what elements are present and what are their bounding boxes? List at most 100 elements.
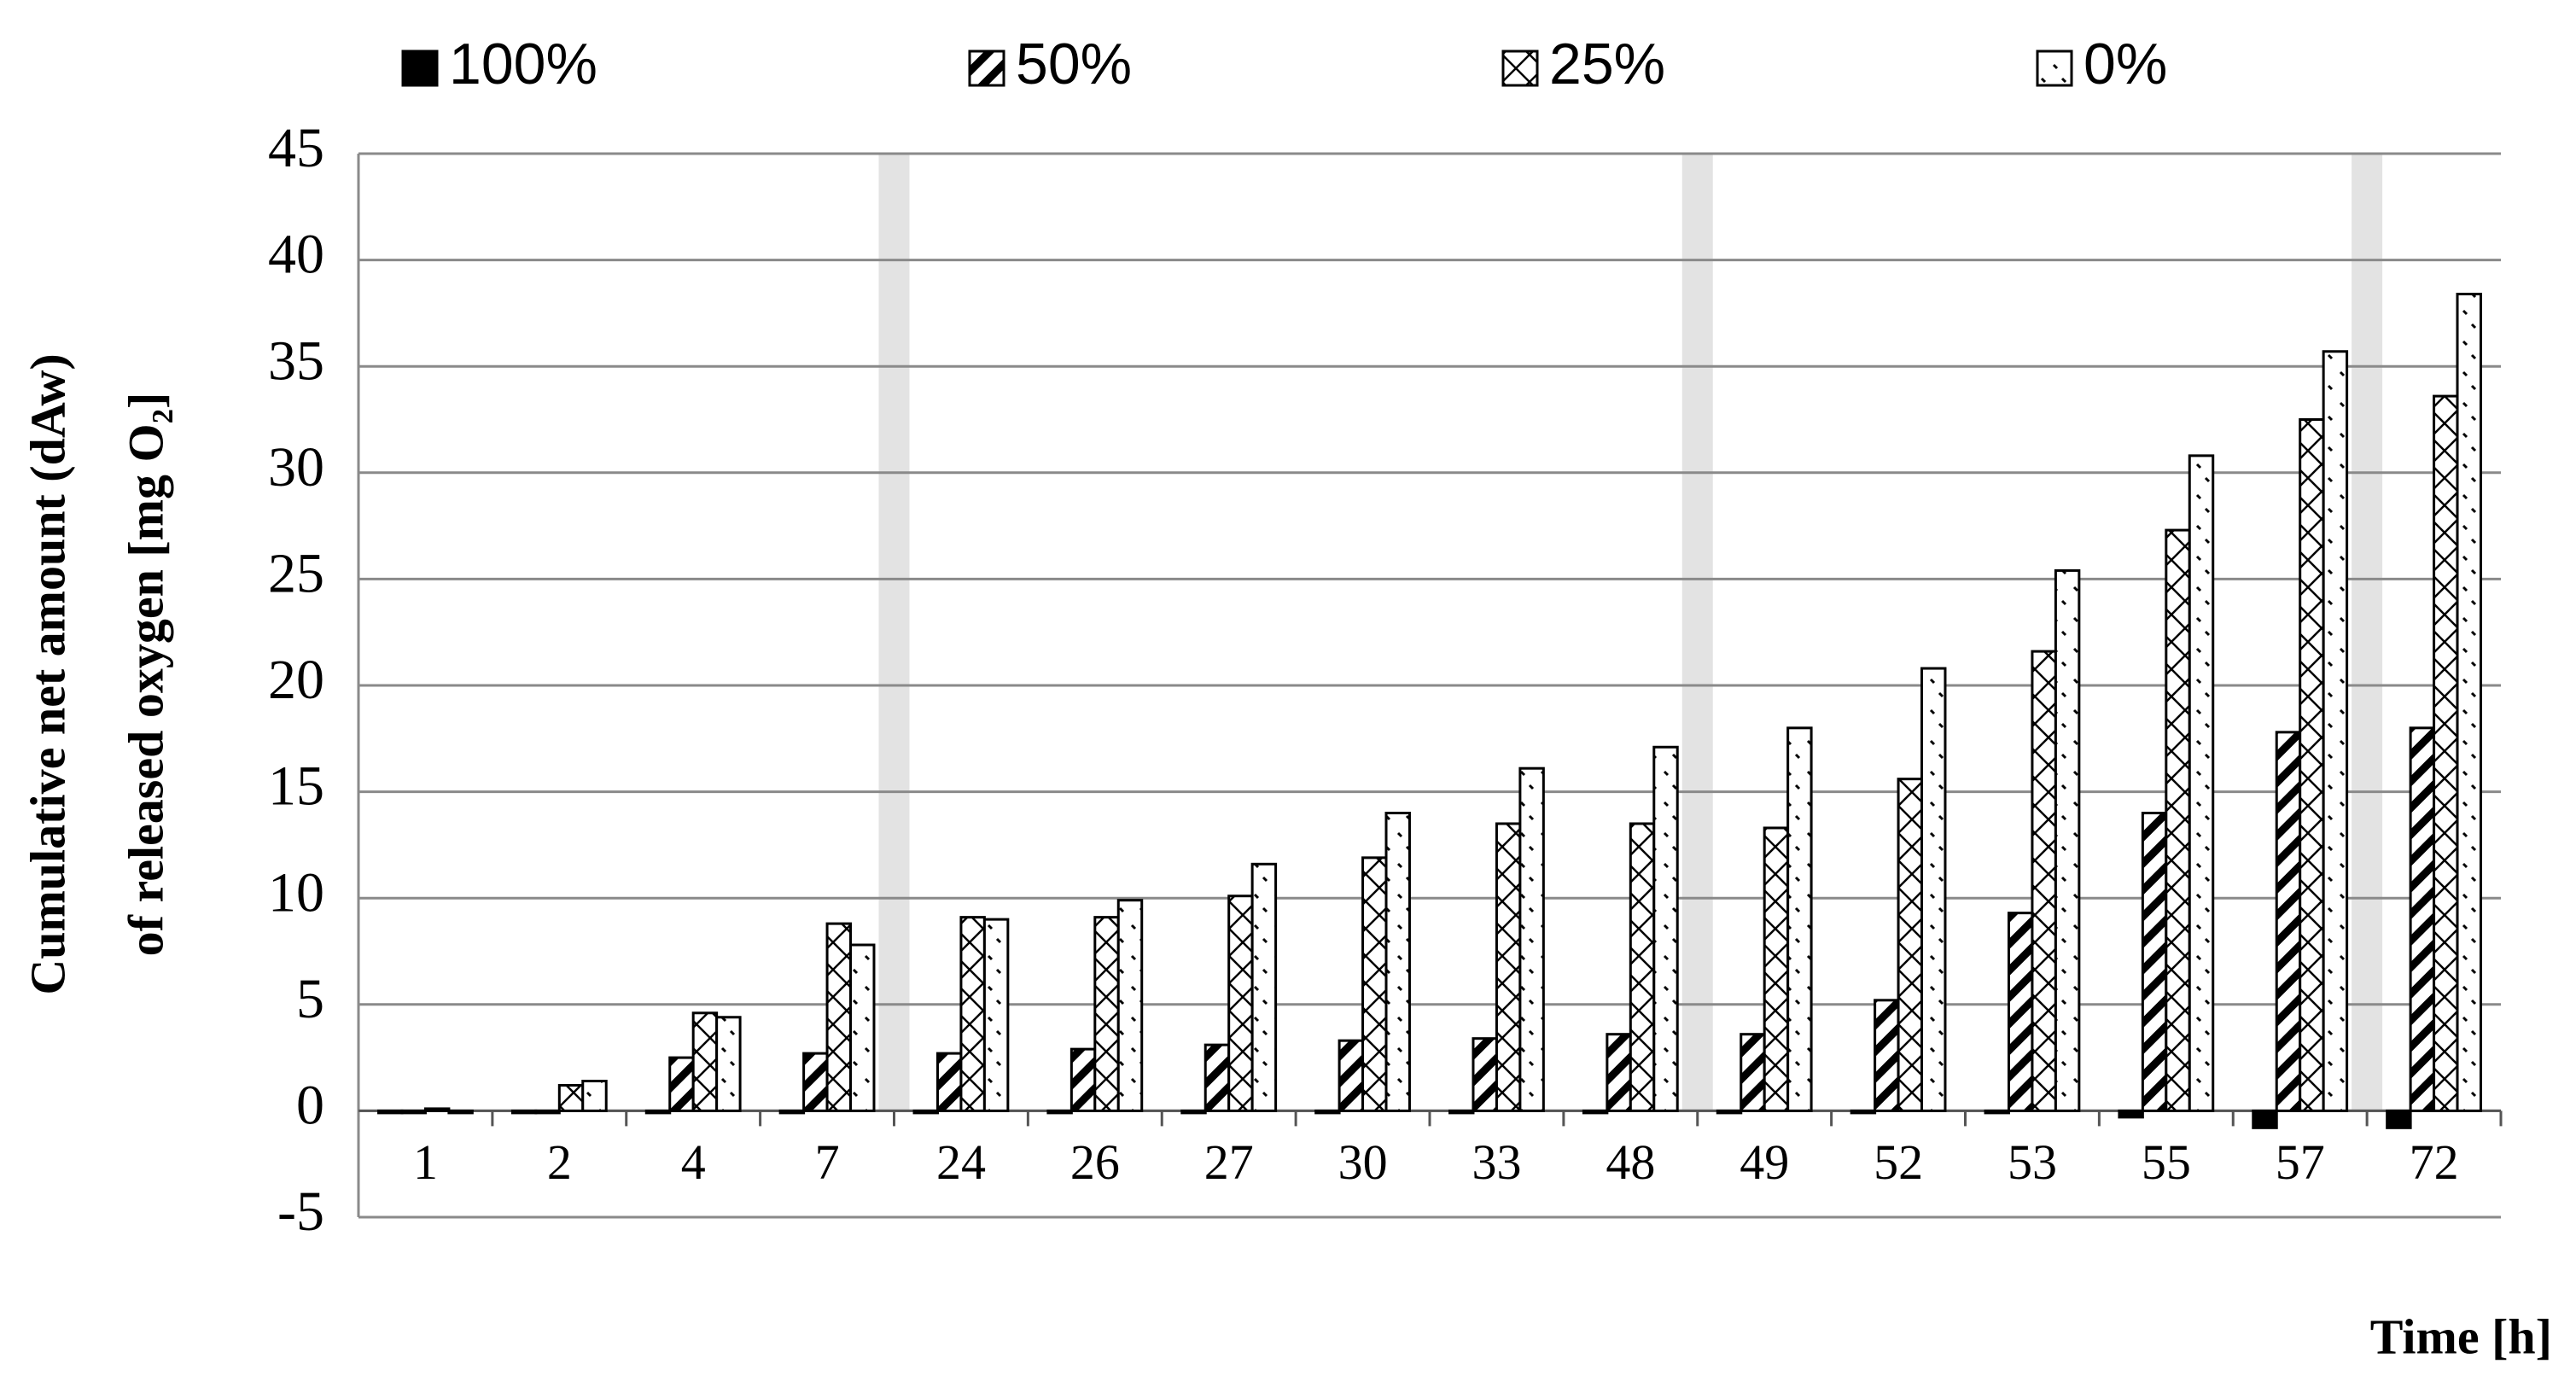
y-tick-label: 10 [268, 861, 324, 924]
bar [1850, 1109, 1877, 1115]
axis-break [2352, 154, 2383, 1111]
bar [912, 1109, 939, 1115]
x-tick-label: 27 [1204, 1134, 1254, 1190]
bar [581, 1080, 608, 1112]
x-tick-label: 49 [1740, 1134, 1789, 1190]
bar [557, 1083, 585, 1112]
y-tick-label: 15 [268, 755, 324, 818]
legend-label: 50% [1016, 32, 1132, 96]
bar [849, 943, 876, 1112]
x-tick-label: 57 [2276, 1134, 2325, 1190]
bar [2299, 418, 2325, 1112]
x-tick-label: 7 [815, 1134, 840, 1190]
x-tick-label: 52 [1874, 1134, 1923, 1190]
bar [1629, 822, 1656, 1112]
y-tick-label: 40 [268, 224, 324, 286]
bar [534, 1109, 561, 1115]
bar [2456, 292, 2482, 1112]
legend-swatch [401, 50, 439, 87]
x-tick-label: 1 [413, 1134, 438, 1190]
y-axis-label: Cumulative net amount (dAw) [20, 353, 75, 994]
bar [2433, 394, 2459, 1112]
bar [715, 1016, 742, 1112]
y-tick-label: 25 [268, 543, 324, 605]
bar [2118, 1109, 2144, 1119]
x-tick-label: 4 [681, 1134, 706, 1190]
bar [447, 1109, 474, 1115]
bar [2141, 812, 2168, 1112]
bar [1786, 726, 1813, 1112]
bar [377, 1109, 404, 1115]
bar [423, 1107, 451, 1112]
y-tick-label: 35 [268, 329, 324, 392]
x-tick-label: 2 [547, 1134, 572, 1190]
y-tick-label: 30 [268, 436, 324, 498]
bar [1472, 1037, 1498, 1112]
axis-break [878, 154, 910, 1111]
bar [1046, 1109, 1073, 1115]
bar [1116, 899, 1144, 1112]
bar [1606, 1033, 1632, 1112]
bar [1495, 822, 1522, 1112]
bar [2165, 528, 2191, 1112]
y-tick-label: 0 [296, 1075, 324, 1137]
bar [802, 1052, 829, 1112]
x-tick-label: 48 [1606, 1134, 1655, 1190]
bar [1384, 812, 1411, 1112]
bar [1716, 1109, 1743, 1115]
bar [1227, 895, 1254, 1112]
bar [1652, 745, 1679, 1112]
x-tick-label: 55 [2142, 1134, 2191, 1190]
bar [400, 1109, 427, 1115]
x-tick-label: 24 [936, 1134, 986, 1190]
bar [2275, 731, 2302, 1112]
bar [1314, 1109, 1341, 1115]
bar [1740, 1033, 1766, 1112]
bar [1897, 778, 1924, 1112]
bar [1338, 1039, 1365, 1112]
bar [510, 1109, 538, 1115]
bar [2054, 568, 2081, 1112]
bar [2007, 912, 2034, 1112]
bar [935, 1052, 963, 1112]
x-tick-label: 72 [2410, 1134, 2459, 1190]
bar [1582, 1109, 1609, 1115]
bar [691, 1011, 719, 1112]
y-tick-label: 45 [268, 117, 324, 179]
bar [1203, 1043, 1231, 1112]
bar [1448, 1109, 1475, 1115]
bar [1180, 1109, 1207, 1115]
legend-label: 0% [2084, 32, 2167, 96]
bar [2252, 1109, 2278, 1129]
y-tick-label: -5 [277, 1180, 324, 1243]
bar [644, 1109, 672, 1115]
y-axis-label: of released oxygen [mg O₂] [118, 393, 173, 957]
bar [1920, 667, 1947, 1112]
x-axis-label: Time [h] [2370, 1308, 2552, 1364]
bar [778, 1109, 806, 1115]
bar [825, 922, 853, 1112]
y-tick-label: 20 [268, 649, 324, 711]
legend-label: 100% [449, 32, 597, 96]
x-tick-label: 26 [1070, 1134, 1120, 1190]
bar [2409, 726, 2436, 1112]
bar [1361, 856, 1388, 1112]
bar [668, 1056, 695, 1112]
bar [1069, 1047, 1097, 1112]
legend-label: 25% [1549, 32, 1665, 96]
bar [982, 918, 1010, 1112]
bar [1518, 766, 1545, 1112]
bar [1874, 999, 1900, 1112]
bar [1250, 862, 1278, 1112]
legend-swatch [2036, 50, 2073, 87]
y-tick-label: 5 [296, 968, 324, 1030]
bar [2188, 454, 2215, 1112]
bar [1093, 916, 1120, 1112]
bar [1763, 826, 1790, 1112]
bar [1984, 1109, 2010, 1115]
legend-swatch [968, 50, 1005, 87]
bar [2386, 1109, 2412, 1129]
x-tick-label: 30 [1338, 1134, 1388, 1190]
bar [2031, 650, 2057, 1112]
